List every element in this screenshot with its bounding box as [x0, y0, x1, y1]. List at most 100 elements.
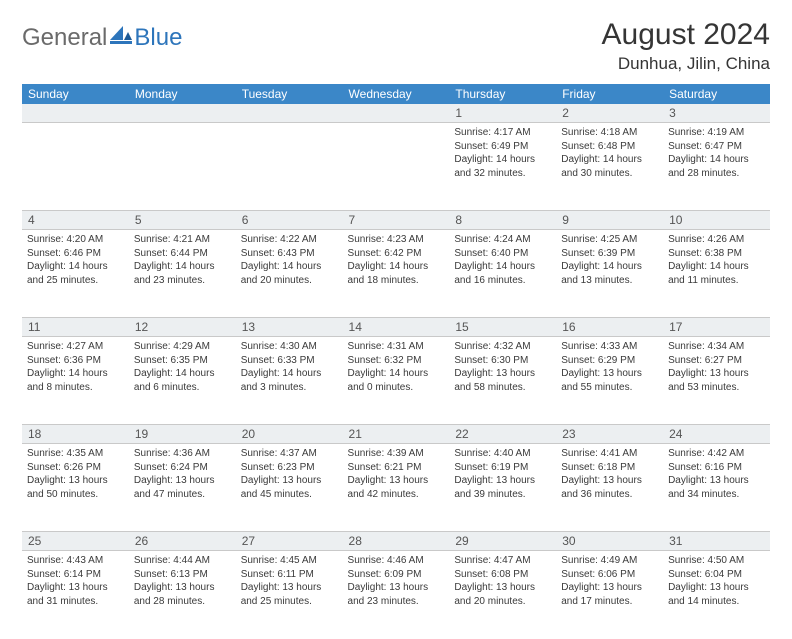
day-cell: Sunrise: 4:25 AMSunset: 6:39 PMDaylight:…	[556, 230, 663, 318]
sunrise-text: Sunrise: 4:29 AM	[134, 340, 231, 354]
day-cell: Sunrise: 4:49 AMSunset: 6:06 PMDaylight:…	[556, 551, 663, 639]
day-cell: Sunrise: 4:29 AMSunset: 6:35 PMDaylight:…	[129, 337, 236, 425]
sunrise-text: Sunrise: 4:50 AM	[668, 554, 765, 568]
sunrise-text: Sunrise: 4:24 AM	[454, 233, 551, 247]
sunset-text: Sunset: 6:38 PM	[668, 247, 765, 261]
day-info-row: Sunrise: 4:17 AMSunset: 6:49 PMDaylight:…	[22, 123, 770, 211]
location: Dunhua, Jilin, China	[602, 54, 770, 74]
sunrise-text: Sunrise: 4:20 AM	[27, 233, 124, 247]
day-number-cell: 1	[449, 104, 556, 123]
sunset-text: Sunset: 6:14 PM	[27, 568, 124, 582]
day-number-cell	[236, 104, 343, 123]
day-number-cell: 31	[663, 532, 770, 551]
day-cell: Sunrise: 4:23 AMSunset: 6:42 PMDaylight:…	[343, 230, 450, 318]
day-number-cell: 9	[556, 211, 663, 230]
daylight-text: Daylight: 13 hours and 36 minutes.	[561, 474, 658, 501]
sunset-text: Sunset: 6:33 PM	[241, 354, 338, 368]
day-cell	[236, 123, 343, 211]
sunrise-text: Sunrise: 4:23 AM	[348, 233, 445, 247]
day-cell: Sunrise: 4:21 AMSunset: 6:44 PMDaylight:…	[129, 230, 236, 318]
day-number-cell: 18	[22, 425, 129, 444]
sunset-text: Sunset: 6:36 PM	[27, 354, 124, 368]
day-cell: Sunrise: 4:47 AMSunset: 6:08 PMDaylight:…	[449, 551, 556, 639]
day-number-cell: 6	[236, 211, 343, 230]
day-number-cell: 8	[449, 211, 556, 230]
day-cell: Sunrise: 4:42 AMSunset: 6:16 PMDaylight:…	[663, 444, 770, 532]
sunset-text: Sunset: 6:49 PM	[454, 140, 551, 154]
day-cell	[129, 123, 236, 211]
daylight-text: Daylight: 14 hours and 0 minutes.	[348, 367, 445, 394]
day-number-cell: 26	[129, 532, 236, 551]
weekday-header: Tuesday	[236, 84, 343, 104]
sunset-text: Sunset: 6:40 PM	[454, 247, 551, 261]
day-cell: Sunrise: 4:17 AMSunset: 6:49 PMDaylight:…	[449, 123, 556, 211]
daylight-text: Daylight: 14 hours and 32 minutes.	[454, 153, 551, 180]
day-number-cell: 17	[663, 318, 770, 337]
day-number-cell: 15	[449, 318, 556, 337]
sunrise-text: Sunrise: 4:31 AM	[348, 340, 445, 354]
day-cell	[343, 123, 450, 211]
sunset-text: Sunset: 6:08 PM	[454, 568, 551, 582]
day-cell: Sunrise: 4:50 AMSunset: 6:04 PMDaylight:…	[663, 551, 770, 639]
daylight-text: Daylight: 14 hours and 30 minutes.	[561, 153, 658, 180]
day-cell: Sunrise: 4:24 AMSunset: 6:40 PMDaylight:…	[449, 230, 556, 318]
day-number-cell	[22, 104, 129, 123]
daylight-text: Daylight: 13 hours and 20 minutes.	[454, 581, 551, 608]
daylight-text: Daylight: 13 hours and 17 minutes.	[561, 581, 658, 608]
day-number-cell	[129, 104, 236, 123]
sunset-text: Sunset: 6:48 PM	[561, 140, 658, 154]
sunset-text: Sunset: 6:42 PM	[348, 247, 445, 261]
day-number-cell: 14	[343, 318, 450, 337]
day-cell: Sunrise: 4:18 AMSunset: 6:48 PMDaylight:…	[556, 123, 663, 211]
daylight-text: Daylight: 14 hours and 6 minutes.	[134, 367, 231, 394]
day-number-cell: 12	[129, 318, 236, 337]
day-number-row: 25262728293031	[22, 532, 770, 551]
daylight-text: Daylight: 14 hours and 3 minutes.	[241, 367, 338, 394]
day-number-cell: 23	[556, 425, 663, 444]
sunrise-text: Sunrise: 4:17 AM	[454, 126, 551, 140]
day-number-cell: 2	[556, 104, 663, 123]
daylight-text: Daylight: 14 hours and 20 minutes.	[241, 260, 338, 287]
weekday-header: Thursday	[449, 84, 556, 104]
weekday-header: Sunday	[22, 84, 129, 104]
day-number-row: 123	[22, 104, 770, 123]
sunset-text: Sunset: 6:24 PM	[134, 461, 231, 475]
sunrise-text: Sunrise: 4:39 AM	[348, 447, 445, 461]
daylight-text: Daylight: 13 hours and 25 minutes.	[241, 581, 338, 608]
month-title: August 2024	[602, 18, 770, 52]
sunset-text: Sunset: 6:18 PM	[561, 461, 658, 475]
sunset-text: Sunset: 6:23 PM	[241, 461, 338, 475]
sunset-text: Sunset: 6:11 PM	[241, 568, 338, 582]
sunset-text: Sunset: 6:43 PM	[241, 247, 338, 261]
day-cell: Sunrise: 4:32 AMSunset: 6:30 PMDaylight:…	[449, 337, 556, 425]
day-cell: Sunrise: 4:43 AMSunset: 6:14 PMDaylight:…	[22, 551, 129, 639]
sunset-text: Sunset: 6:13 PM	[134, 568, 231, 582]
daylight-text: Daylight: 14 hours and 18 minutes.	[348, 260, 445, 287]
daylight-text: Daylight: 14 hours and 23 minutes.	[134, 260, 231, 287]
day-number-cell: 30	[556, 532, 663, 551]
day-number-cell: 27	[236, 532, 343, 551]
daylight-text: Daylight: 13 hours and 39 minutes.	[454, 474, 551, 501]
day-number-cell: 19	[129, 425, 236, 444]
logo-sail-icon	[110, 26, 132, 44]
sunrise-text: Sunrise: 4:40 AM	[454, 447, 551, 461]
daylight-text: Daylight: 14 hours and 11 minutes.	[668, 260, 765, 287]
day-number-cell: 25	[22, 532, 129, 551]
sunrise-text: Sunrise: 4:33 AM	[561, 340, 658, 354]
daylight-text: Daylight: 14 hours and 16 minutes.	[454, 260, 551, 287]
day-number-cell: 4	[22, 211, 129, 230]
day-cell: Sunrise: 4:35 AMSunset: 6:26 PMDaylight:…	[22, 444, 129, 532]
daylight-text: Daylight: 13 hours and 58 minutes.	[454, 367, 551, 394]
daylight-text: Daylight: 13 hours and 55 minutes.	[561, 367, 658, 394]
daylight-text: Daylight: 13 hours and 34 minutes.	[668, 474, 765, 501]
day-cell: Sunrise: 4:36 AMSunset: 6:24 PMDaylight:…	[129, 444, 236, 532]
day-cell: Sunrise: 4:19 AMSunset: 6:47 PMDaylight:…	[663, 123, 770, 211]
day-number-cell	[343, 104, 450, 123]
day-number-row: 18192021222324	[22, 425, 770, 444]
sunset-text: Sunset: 6:47 PM	[668, 140, 765, 154]
day-cell: Sunrise: 4:30 AMSunset: 6:33 PMDaylight:…	[236, 337, 343, 425]
sunrise-text: Sunrise: 4:34 AM	[668, 340, 765, 354]
sunset-text: Sunset: 6:09 PM	[348, 568, 445, 582]
sunset-text: Sunset: 6:21 PM	[348, 461, 445, 475]
day-number-row: 45678910	[22, 211, 770, 230]
